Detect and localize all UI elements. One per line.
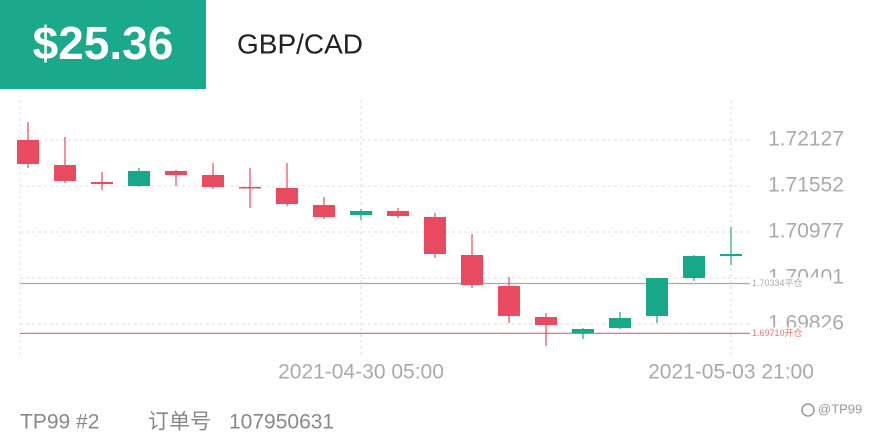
reference-label-bg xyxy=(750,327,830,340)
order-label: 订单号 xyxy=(148,411,211,434)
candle-body xyxy=(313,204,335,217)
y-tick-label: 1.71552 xyxy=(768,174,844,197)
reference-label: 1.70334平仓 xyxy=(752,277,803,288)
price: $25.36 xyxy=(33,17,174,69)
candle-body xyxy=(202,174,224,187)
y-tick-label: 1.70977 xyxy=(768,220,844,243)
candle-body xyxy=(572,328,594,333)
x-tick-label: 2021-05-03 21:00 xyxy=(648,361,814,384)
reference-label-bg xyxy=(750,277,830,290)
account: TP99 #2 xyxy=(20,411,99,434)
candle-body xyxy=(54,164,76,181)
candle-body xyxy=(646,278,668,317)
candle-body xyxy=(535,316,557,325)
candle-body xyxy=(609,318,631,329)
order-id: 107950631 xyxy=(229,411,334,434)
candle-body xyxy=(683,256,705,279)
watermark: @TP99 xyxy=(818,401,862,416)
candle-body xyxy=(128,170,150,187)
candle-body xyxy=(239,186,261,189)
candle-body xyxy=(350,210,372,215)
reference-label: 1.69710开仓 xyxy=(752,327,803,338)
candle-body xyxy=(498,286,520,317)
watermark-icon xyxy=(801,403,815,417)
candle-body xyxy=(17,140,39,165)
candle-body xyxy=(276,188,298,205)
pair: GBP/CAD xyxy=(237,28,363,59)
candle-body xyxy=(424,216,446,255)
price-badge xyxy=(0,0,206,89)
candle-body xyxy=(387,210,409,217)
candle-body xyxy=(720,254,742,257)
y-tick-label: 1.72127 xyxy=(768,128,844,151)
candle-body xyxy=(461,254,483,285)
chart: 1.721271.715521.709771.704011.698262021-… xyxy=(17,100,844,384)
candle-body xyxy=(165,170,187,175)
candle-body xyxy=(91,182,113,185)
x-tick-label: 2021-04-30 05:00 xyxy=(278,361,444,384)
